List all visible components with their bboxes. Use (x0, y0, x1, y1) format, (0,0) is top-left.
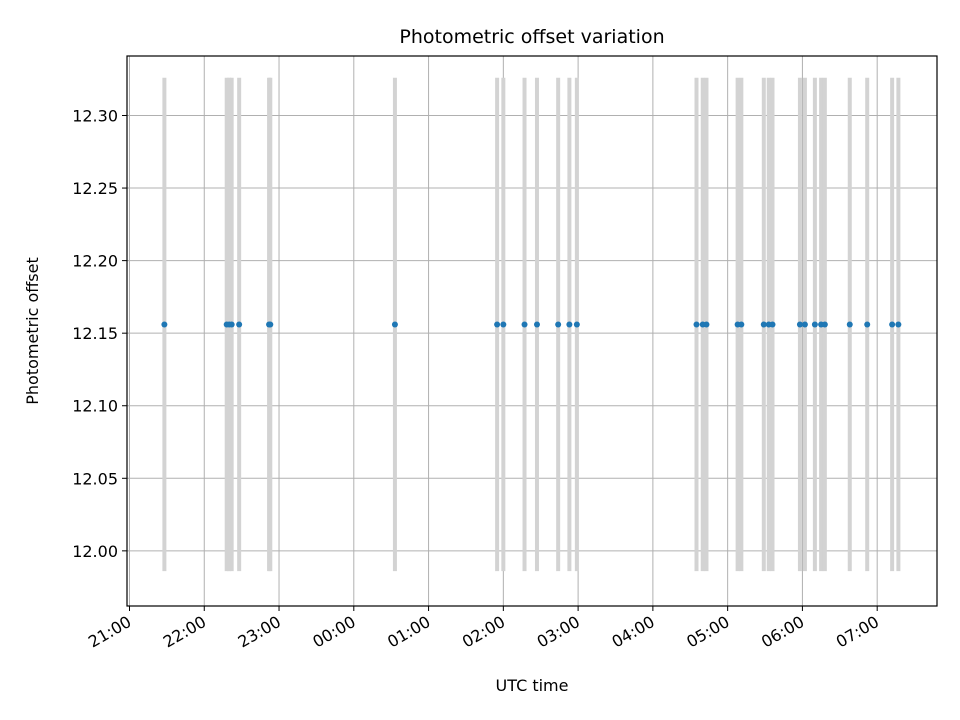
data-point (769, 321, 776, 328)
grid (127, 56, 937, 606)
data-point (267, 321, 274, 328)
plot-frame (126, 55, 938, 607)
data-point (846, 321, 853, 328)
data-point (161, 321, 168, 328)
data-point (760, 321, 767, 328)
data-point (703, 321, 710, 328)
chart-title: Photometric offset variation (399, 26, 664, 48)
data-point (693, 321, 700, 328)
data-point (801, 321, 808, 328)
data-point (566, 321, 573, 328)
data-point (236, 321, 243, 328)
y-axis-label: Photometric offset (23, 257, 42, 405)
data-point (821, 321, 828, 328)
data-point (796, 321, 803, 328)
data-point (811, 321, 818, 328)
data-point (895, 321, 902, 328)
data-point (500, 321, 507, 328)
y-tick-label: 12.00 (72, 542, 118, 561)
x-axis-label: UTC time (496, 676, 569, 695)
data-point (889, 321, 896, 328)
y-tick-label: 12.25 (72, 179, 118, 198)
y-tick-label: 12.15 (72, 324, 118, 343)
data-point (738, 321, 745, 328)
data-points (161, 321, 902, 328)
data-point (533, 321, 540, 328)
y-tick-label: 12.20 (72, 252, 118, 271)
y-tick-label: 12.05 (72, 469, 118, 488)
data-point (521, 321, 528, 328)
data-point (494, 321, 501, 328)
y-tick-label: 12.30 (72, 106, 118, 125)
data-point (864, 321, 871, 328)
data-point (228, 321, 235, 328)
data-point (573, 321, 580, 328)
data-point (391, 321, 398, 328)
data-point (555, 321, 562, 328)
y-tick-label: 12.10 (72, 397, 118, 416)
